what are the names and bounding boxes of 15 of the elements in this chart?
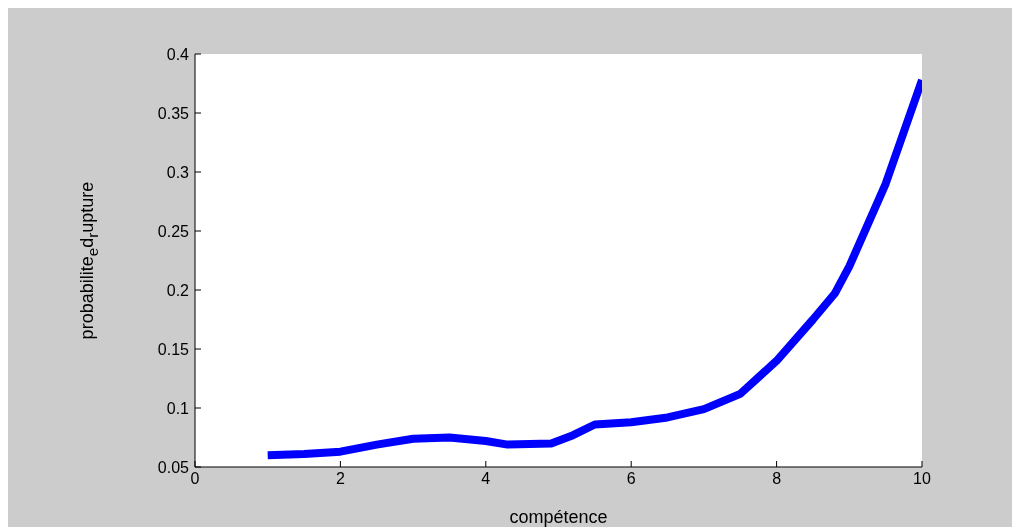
x-tick-label: 10 <box>913 470 931 488</box>
y-tick-label: 0.25 <box>157 222 190 240</box>
y-tick-label: 0.3 <box>166 163 190 181</box>
x-axis-title: compétence <box>509 507 608 527</box>
x-tick-label: 2 <box>335 470 345 488</box>
y-tick-label: 0.1 <box>166 399 190 417</box>
y-tick-label: 0.05 <box>157 458 190 476</box>
x-tick-label: 4 <box>481 470 491 488</box>
y-tick-label: 0.15 <box>157 340 190 358</box>
x-tick-label: 8 <box>772 470 782 488</box>
y-tick-label: 0.2 <box>166 281 190 299</box>
x-tick-label: 0 <box>190 470 200 488</box>
y-tick-label: 0.35 <box>157 104 190 122</box>
x-tick-label: 6 <box>626 470 636 488</box>
y-tick-label: 0.4 <box>166 45 190 63</box>
